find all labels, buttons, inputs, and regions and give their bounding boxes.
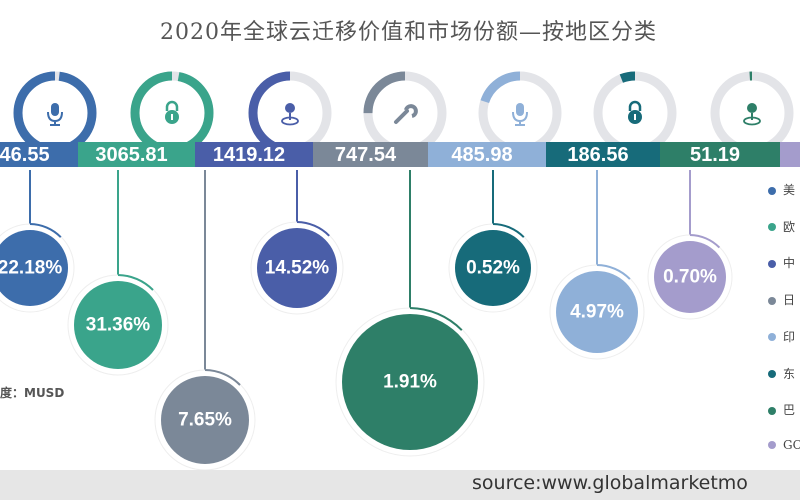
lock-icon [165, 100, 179, 124]
unit-label: 度：MUSD [0, 386, 65, 400]
value-bar-segment [780, 142, 800, 167]
share-bubble [556, 271, 638, 353]
value-label: 747.54 [335, 144, 397, 166]
legend-dot [768, 259, 776, 268]
share-bubble [257, 228, 337, 308]
lock-icon [628, 100, 642, 124]
share-bubble [161, 376, 249, 464]
share-label: 31.36% [86, 315, 151, 336]
map-pin-icon [281, 103, 299, 126]
share-bubble [654, 241, 726, 313]
value-label: 146.55 [0, 144, 50, 166]
legend-item: 日 [768, 291, 795, 308]
share-bubble [74, 281, 162, 369]
ring-progress [363, 71, 447, 155]
legend-item: 中 [768, 254, 795, 271]
legend-label: GC [783, 437, 800, 452]
ring-progress [478, 71, 562, 155]
value-bar-segment [0, 142, 78, 167]
value-bar-segment [546, 142, 660, 167]
source-text[interactable]: source:www.globalmarketmo [472, 472, 748, 494]
chart-title: 2020年全球云迁移价值和市场份额—按地区分类 [160, 20, 657, 45]
value-bar-segment [313, 142, 428, 167]
microphone-icon [47, 103, 63, 126]
legend-label: 巴 [783, 403, 796, 418]
value-bar-segment [78, 142, 195, 167]
legend-label: 日 [783, 293, 796, 308]
legend-dot [768, 406, 776, 415]
legend-dot [768, 333, 776, 342]
value-bar-segment [428, 142, 546, 167]
legend-label: 欧 [783, 219, 796, 234]
legend-item: 欧 [768, 218, 795, 235]
share-label: 4.97% [570, 302, 624, 323]
wrench-icon [394, 104, 418, 124]
legend-label: 印 [783, 329, 796, 344]
microphone-icon [512, 103, 528, 126]
bubble-arc [689, 234, 721, 249]
legend-label: 美 [783, 183, 796, 197]
value-bar-segment [195, 142, 313, 167]
value-label: 186.56 [567, 144, 628, 166]
value-label: 3065.81 [95, 144, 167, 166]
chart: 146.55 3065.81 1419.12 747.54 485.98 186.56 51… [0, 71, 800, 470]
legend-item: 东 [768, 365, 795, 382]
ring-progress [593, 71, 677, 155]
value-label: 1419.12 [213, 144, 285, 166]
share-label: 7.65% [178, 410, 232, 431]
share-label: 0.70% [663, 267, 717, 288]
legend-dot [768, 223, 776, 232]
map-pin-icon [743, 103, 761, 126]
bubble-arc [117, 274, 154, 291]
bubble-arc [29, 223, 62, 238]
value-label: 51.19 [690, 144, 740, 166]
value-bar-segment [660, 142, 780, 167]
share-label: 0.52% [466, 258, 520, 279]
share-label: 1.91% [383, 372, 437, 393]
share-label: 14.52% [265, 258, 330, 279]
bubble-arc [296, 221, 330, 237]
share-label: 22.18% [0, 258, 62, 279]
ring-progress [710, 71, 794, 155]
value-label: 485.98 [451, 144, 512, 166]
legend-dot [768, 370, 776, 378]
legend-dot [768, 296, 776, 305]
share-bubble [342, 314, 478, 450]
legend-dot [768, 441, 776, 450]
legend-item: 巴 [768, 401, 795, 418]
bubble-arc [492, 223, 525, 238]
legend-dot [768, 186, 776, 195]
share-bubble [455, 230, 531, 306]
source-bar: source:www.globalmarketmo [0, 470, 800, 500]
legend-item: 美 [768, 181, 795, 198]
bubble-arc [409, 307, 463, 331]
bubble-arc [596, 264, 631, 280]
share-bubble [0, 230, 68, 306]
legend-label: 东 [783, 366, 796, 381]
bubble-arc [204, 369, 241, 386]
legend-item: GC [768, 438, 800, 452]
legend-label: 中 [783, 256, 796, 271]
legend-item: 印 [768, 328, 795, 345]
